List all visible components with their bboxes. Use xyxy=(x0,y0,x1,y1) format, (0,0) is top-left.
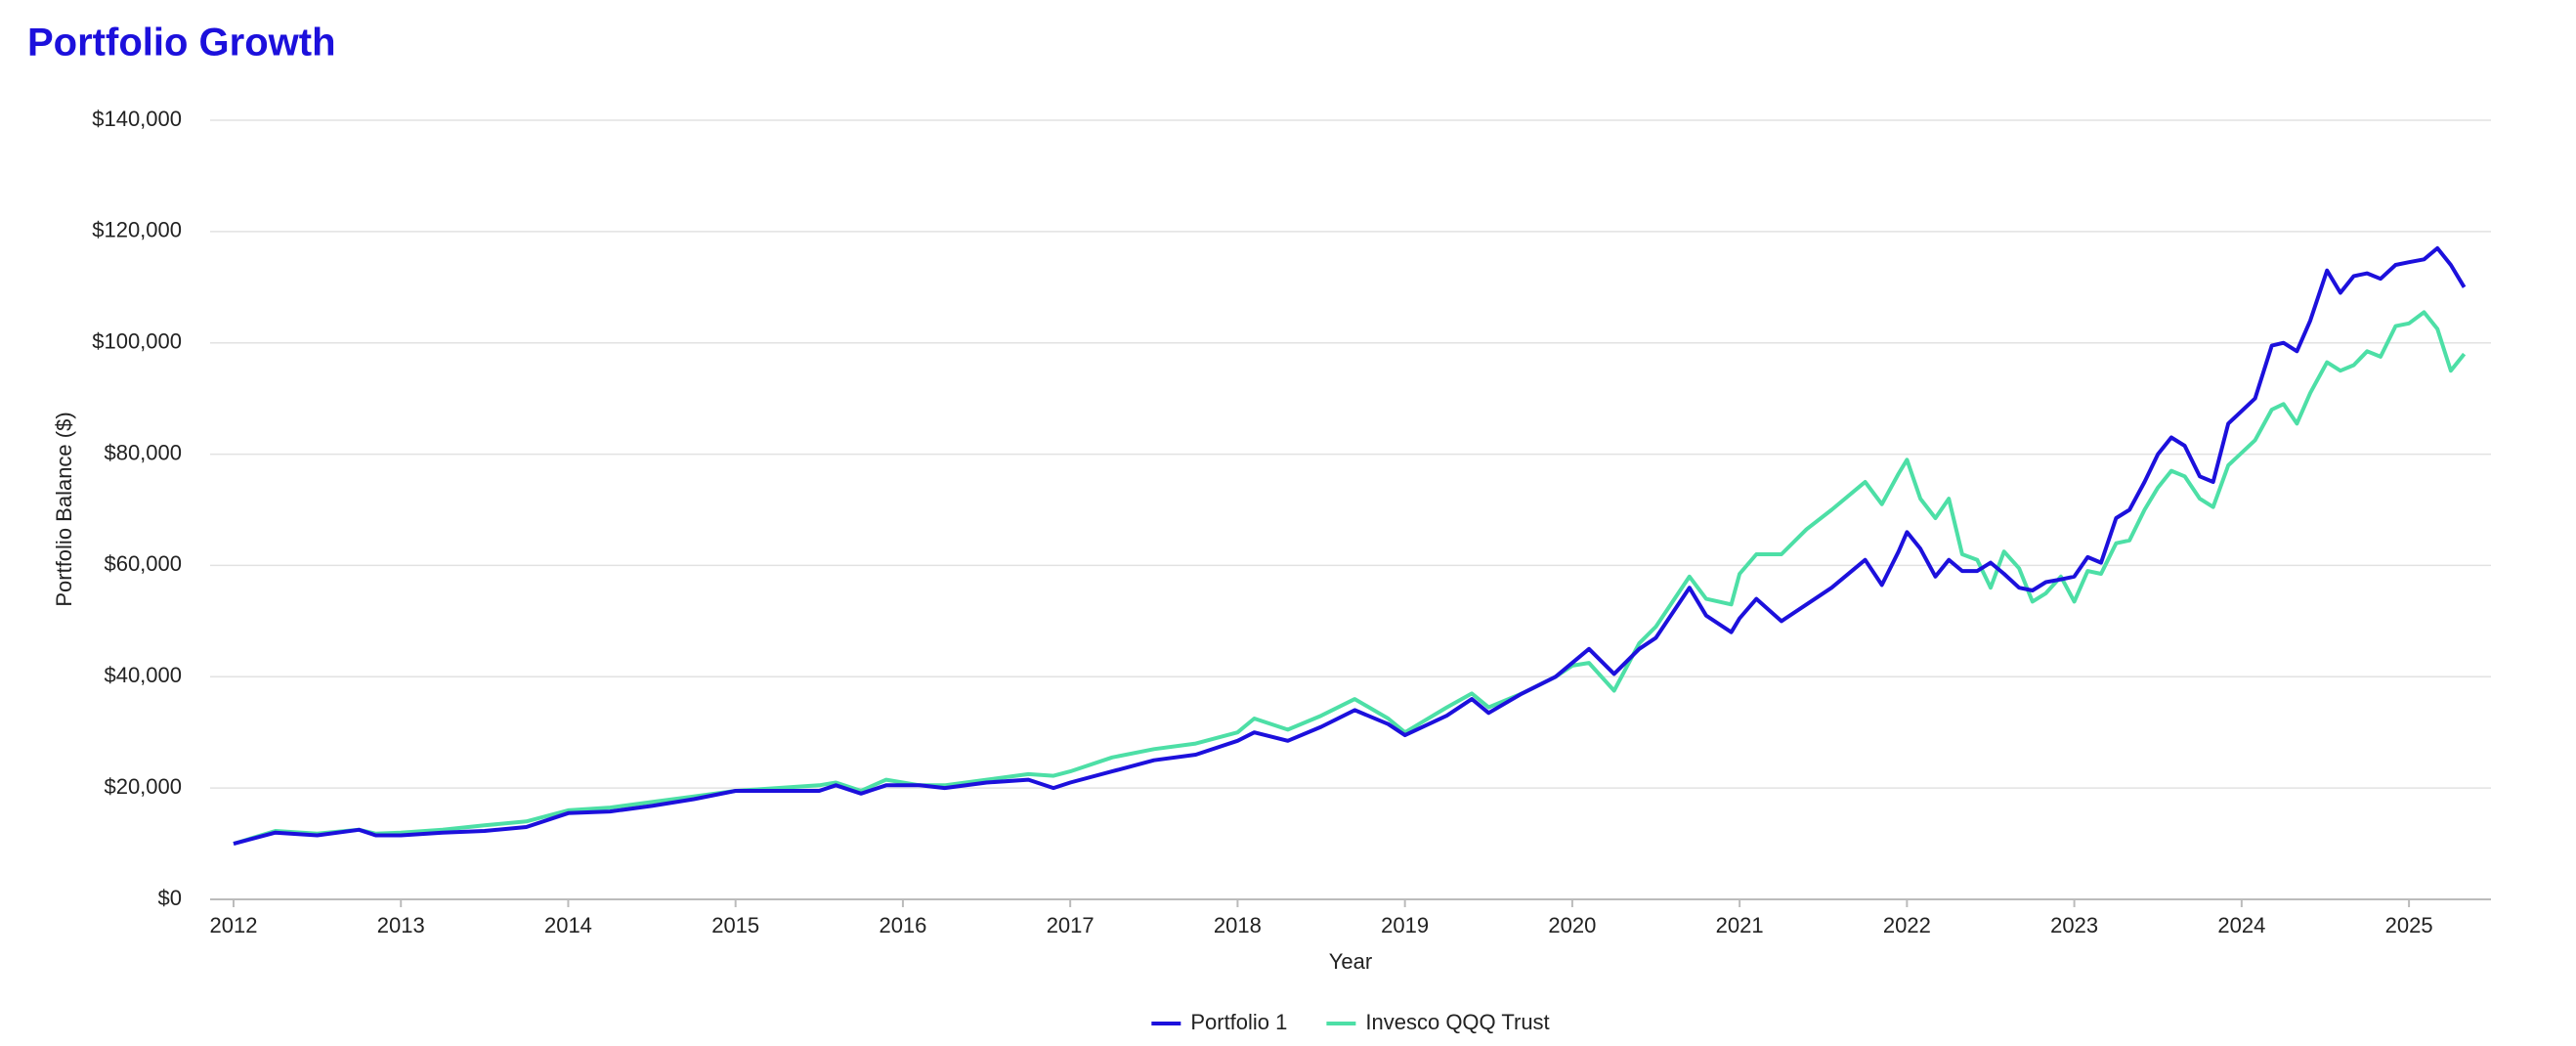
y-tick-label: $60,000 xyxy=(104,551,182,576)
x-tick-label: 2022 xyxy=(1883,913,1931,937)
y-tick-label: $120,000 xyxy=(92,218,182,242)
chart-title: Portfolio Growth xyxy=(27,22,336,65)
x-tick-label: 2020 xyxy=(1548,913,1596,937)
y-tick-label: $80,000 xyxy=(104,440,182,464)
x-tick-label: 2018 xyxy=(1214,913,1262,937)
legend-label: Invesco QQQ Trust xyxy=(1365,1010,1549,1034)
x-tick-label: 2016 xyxy=(879,913,926,937)
series-line xyxy=(233,310,2467,847)
x-tick-label: 2017 xyxy=(1047,913,1095,937)
series-line xyxy=(233,245,2467,847)
y-tick-label: $40,000 xyxy=(104,663,182,687)
x-tick-label: 2023 xyxy=(2050,913,2098,937)
x-tick-label: 2019 xyxy=(1381,913,1429,937)
y-axis-label: Portfolio Balance ($) xyxy=(52,412,76,606)
x-tick-label: 2025 xyxy=(2385,913,2433,937)
x-axis-label: Year xyxy=(1329,949,1372,974)
y-tick-label: $0 xyxy=(158,886,182,910)
x-tick-label: 2021 xyxy=(1716,913,1764,937)
x-tick-label: 2024 xyxy=(2217,913,2265,937)
x-tick-label: 2014 xyxy=(544,913,592,937)
x-tick-label: 2015 xyxy=(711,913,759,937)
y-tick-label: $140,000 xyxy=(92,107,182,131)
y-tick-label: $100,000 xyxy=(92,329,182,354)
y-tick-label: $20,000 xyxy=(104,774,182,799)
x-tick-label: 2013 xyxy=(377,913,425,937)
legend-label: Portfolio 1 xyxy=(1190,1010,1287,1034)
x-tick-label: 2012 xyxy=(209,913,257,937)
